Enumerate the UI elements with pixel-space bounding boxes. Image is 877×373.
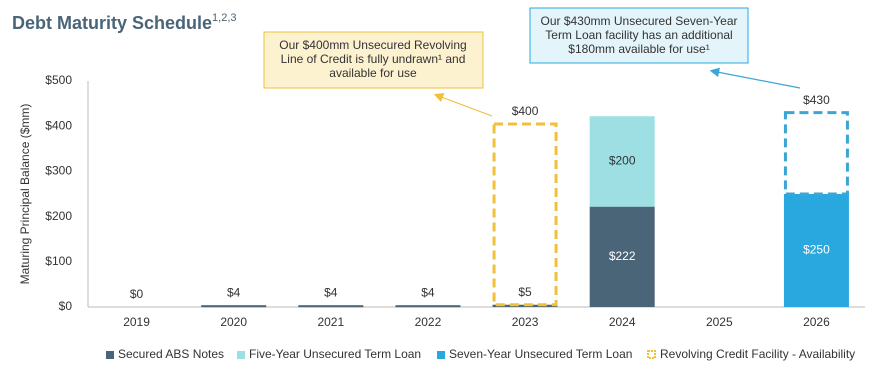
y-tick-label: $100 [45,254,72,268]
annotation-text: available for use [329,66,417,80]
y-tick-label: $200 [45,209,72,223]
annotation-box [529,7,749,64]
annotation-arrow [433,93,493,117]
bar [589,116,655,207]
y-tick-label: $500 [45,73,72,87]
y-tick-label: $300 [45,164,72,178]
annotation-text: Our $430mm Unsecured Seven-Year [541,14,738,28]
x-tick-label: 2023 [512,315,539,329]
annotation-arrow [709,67,801,89]
value-label: $4 [421,285,435,299]
availability-box [492,122,558,307]
y-tick-label: $400 [45,118,72,132]
legend-swatch [106,351,114,359]
y-axis-label: Maturing Principal Balance ($mm) [18,104,32,285]
legend-swatch [437,351,445,359]
x-tick-label: 2020 [220,315,247,329]
x-tick-label: 2025 [706,315,733,329]
legend-swatch [647,350,656,359]
x-tick-label: 2021 [317,315,344,329]
total-label: $430 [803,93,830,107]
annotation-text: Our $400mm Unsecured Revolving [279,38,466,52]
x-tick-label: 2019 [123,315,150,329]
chart-title: Debt Maturity Schedule1,2,3 [12,12,237,33]
annotation-text: Line of Credit is fully undrawn¹ and [281,52,466,66]
bar [589,206,655,307]
title-note: 1,2,3 [212,12,236,24]
annotation-text: $180mm available for use¹ [568,42,709,56]
availability-box [783,111,849,196]
x-tick-label: 2024 [609,315,636,329]
value-label: $400 [512,104,539,118]
x-tick-label: 2026 [803,315,830,329]
bar [783,194,849,307]
value-label: $200 [609,154,636,168]
legend-label: Seven-Year Unsecured Term Loan [449,347,632,361]
legend-label: Revolving Credit Facility - Availability [660,347,855,361]
value-label: $4 [227,285,241,299]
bar [298,305,364,308]
title-text: Debt Maturity Schedule [12,13,212,33]
legend-label: Secured ABS Notes [118,347,224,361]
annotation-box [263,31,484,89]
value-label: $250 [803,243,830,257]
value-label: $0 [130,287,144,301]
bar [395,305,461,308]
annotation-text: Term Loan facility has an additional [545,28,732,42]
bar [201,305,267,308]
y-tick-label: $0 [59,299,73,313]
value-label: $4 [324,285,338,299]
legend-label: Five-Year Unsecured Term Loan [249,347,421,361]
x-tick-label: 2022 [415,315,442,329]
legend-swatch [237,351,245,359]
value-label: $5 [518,285,532,299]
value-label: $222 [609,249,636,263]
